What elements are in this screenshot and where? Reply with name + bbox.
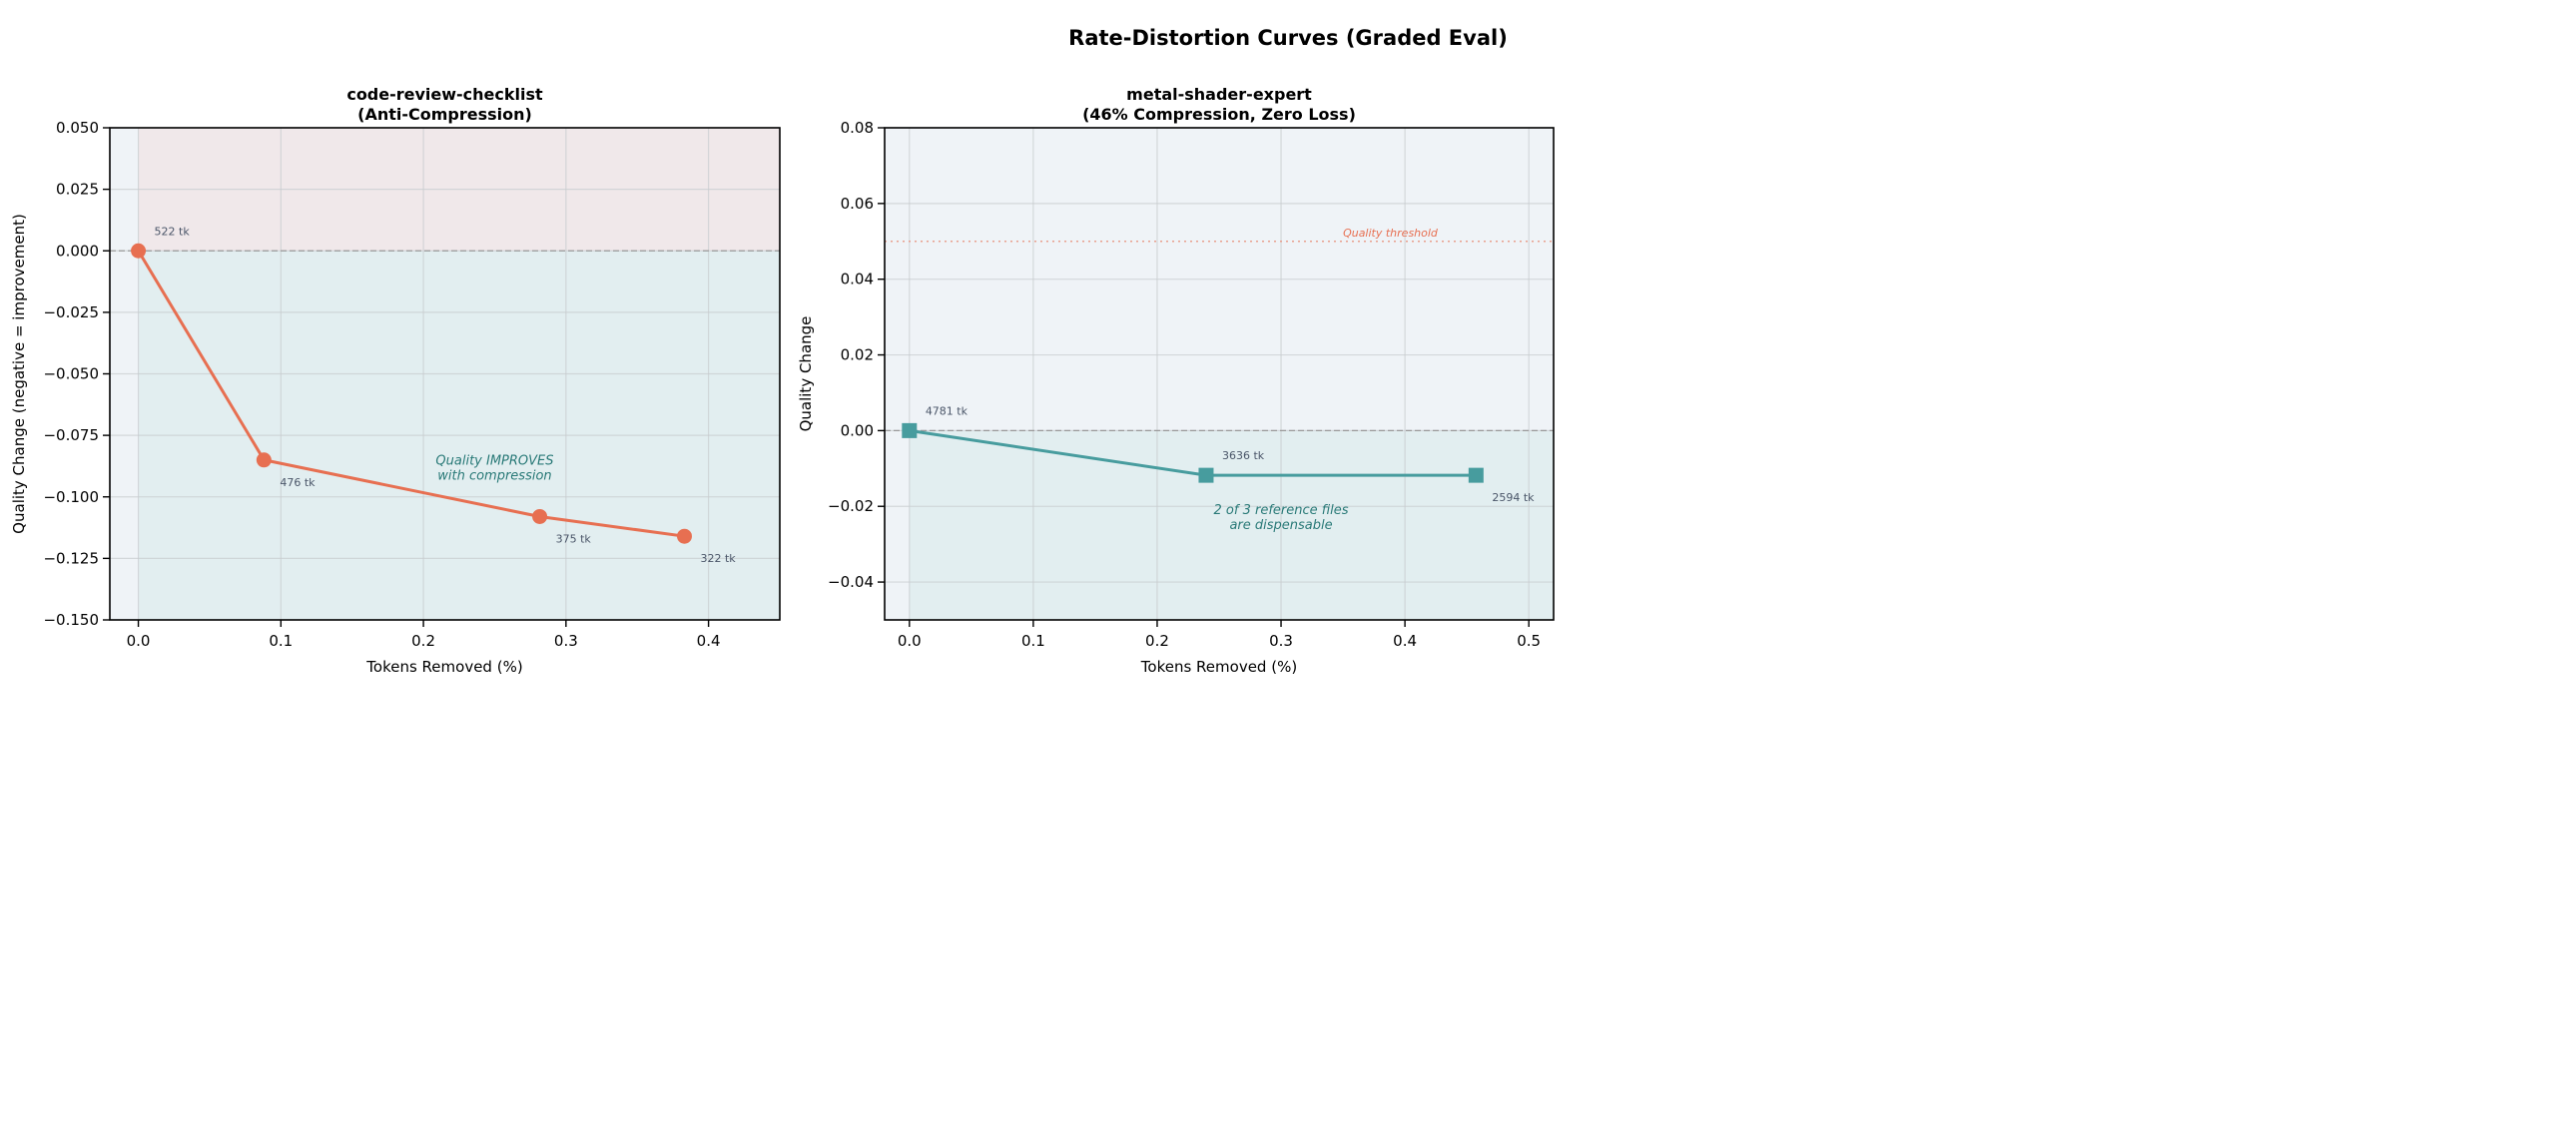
x-tick-label: 0.0 bbox=[127, 632, 151, 650]
y-tick-label: −0.04 bbox=[828, 573, 874, 591]
axes-frame bbox=[884, 127, 1555, 621]
y-tick-label: 0.050 bbox=[56, 119, 99, 137]
data-point bbox=[676, 528, 692, 544]
x-axis-label: Tokens Removed (%) bbox=[365, 658, 522, 676]
y-tick-label: 0.04 bbox=[841, 271, 874, 288]
subplot-1: 0.0 0.1 0.2 0.3 0.4 0.050 0.025 0.000 −0.025 −0.0… bbox=[10, 85, 781, 676]
annotation: with compression bbox=[437, 469, 551, 484]
y-tick-label: 0.00 bbox=[841, 421, 874, 439]
subplot-2: Quality threshold 0.0 0.1 0.2 0.3 0.4 0.5 0.08 0… bbox=[797, 85, 1555, 676]
point-label: 476 tk bbox=[280, 476, 316, 489]
subplot-title: code-review-checklist bbox=[346, 85, 543, 104]
point-label: 375 tk bbox=[556, 532, 592, 545]
y-tick-label: 0.02 bbox=[841, 346, 874, 364]
x-tick-label: 0.5 bbox=[1517, 632, 1541, 650]
x-tick-label: 0.3 bbox=[1269, 632, 1293, 650]
x-tick-label: 0.2 bbox=[1145, 632, 1169, 650]
x-tick-label: 0.4 bbox=[697, 632, 721, 650]
data-point bbox=[1198, 467, 1214, 483]
subplot-title: metal-shader-expert bbox=[1126, 85, 1312, 104]
y-tick-label: −0.100 bbox=[43, 488, 99, 506]
y-tick-label: −0.025 bbox=[43, 303, 99, 321]
y-axis-label: Quality Change bbox=[797, 316, 815, 432]
y-tick-label: −0.02 bbox=[828, 497, 874, 515]
data-point bbox=[1468, 467, 1484, 483]
x-tick-label: 0.2 bbox=[411, 632, 435, 650]
annotation: are dispensable bbox=[1229, 518, 1332, 533]
data-point bbox=[902, 422, 918, 438]
subplot-title: (Anti-Compression) bbox=[357, 105, 532, 124]
subplot-title: (46% Compression, Zero Loss) bbox=[1082, 105, 1356, 124]
y-tick-label: 0.025 bbox=[56, 181, 99, 199]
threshold-label: Quality threshold bbox=[1343, 227, 1439, 240]
y-tick-label: 0.08 bbox=[841, 119, 874, 137]
x-tick-label: 0.1 bbox=[269, 632, 293, 650]
y-axis-label: Quality Change (negative = improvement) bbox=[10, 214, 28, 534]
improvement-region bbox=[909, 430, 1554, 620]
point-label: 2594 tk bbox=[1492, 491, 1535, 504]
y-tick-label: −0.125 bbox=[43, 549, 99, 567]
y-tick-label: 0.000 bbox=[56, 242, 99, 260]
point-label: 4781 tk bbox=[926, 404, 968, 417]
y-tick-label: −0.150 bbox=[43, 611, 99, 629]
data-point bbox=[532, 508, 548, 524]
y-tick-label: −0.050 bbox=[43, 365, 99, 383]
y-tick-label: 0.06 bbox=[841, 195, 874, 213]
figure-title: Rate-Distortion Curves (Graded Eval) bbox=[1068, 26, 1508, 50]
x-tick-label: 0.4 bbox=[1393, 632, 1417, 650]
series-line bbox=[137, 250, 685, 538]
point-label: 522 tk bbox=[155, 225, 191, 238]
point-label: 3636 tk bbox=[1222, 449, 1265, 462]
y-tick-label: −0.075 bbox=[43, 426, 99, 444]
x-tick-label: 0.1 bbox=[1021, 632, 1045, 650]
x-tick-label: 0.3 bbox=[554, 632, 578, 650]
x-axis-label: Tokens Removed (%) bbox=[1140, 658, 1297, 676]
annotation: Quality IMPROVES bbox=[435, 454, 553, 469]
point-label: 322 tk bbox=[700, 552, 736, 565]
data-point bbox=[131, 243, 147, 259]
annotation: 2 of 3 reference files bbox=[1214, 503, 1349, 518]
data-point bbox=[256, 452, 272, 468]
x-tick-label: 0.0 bbox=[898, 632, 922, 650]
